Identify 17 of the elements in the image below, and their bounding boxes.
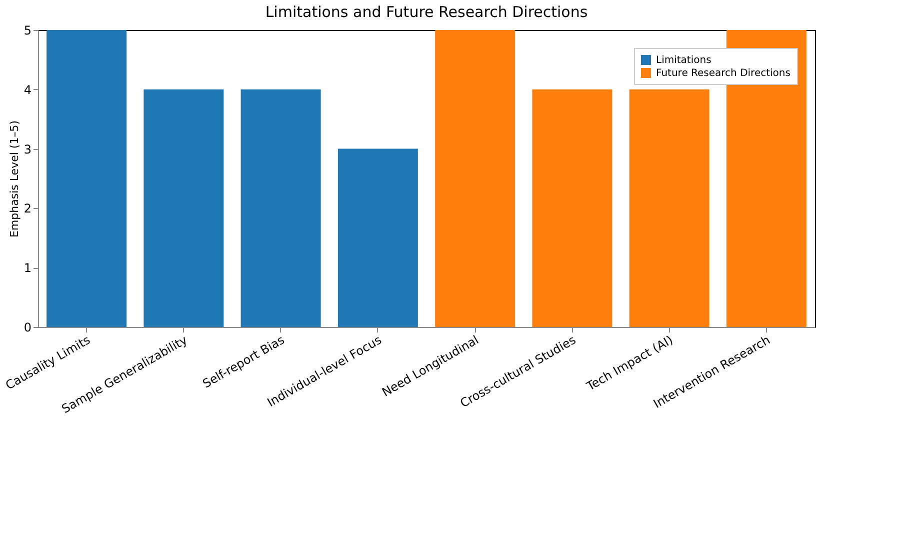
bar xyxy=(240,89,321,327)
legend-label: Limitations xyxy=(656,55,712,66)
bar xyxy=(435,30,516,327)
bar xyxy=(144,89,224,327)
y-tick-label: 4 xyxy=(24,82,32,97)
bar xyxy=(46,30,127,327)
y-tick-label: 2 xyxy=(24,202,32,216)
y-tick-label: 5 xyxy=(24,24,32,38)
legend-label: Future Research Directions xyxy=(656,68,790,79)
chart-title: Limitations and Future Research Directions xyxy=(265,3,588,21)
y-axis-title: Emphasis Level (1–5) xyxy=(8,120,21,238)
y-tick-label: 3 xyxy=(24,142,32,156)
y-tick-label: 0 xyxy=(24,320,32,334)
bar xyxy=(629,89,710,327)
bar xyxy=(532,89,612,327)
bar xyxy=(338,148,418,327)
y-tick-label: 1 xyxy=(24,261,32,276)
